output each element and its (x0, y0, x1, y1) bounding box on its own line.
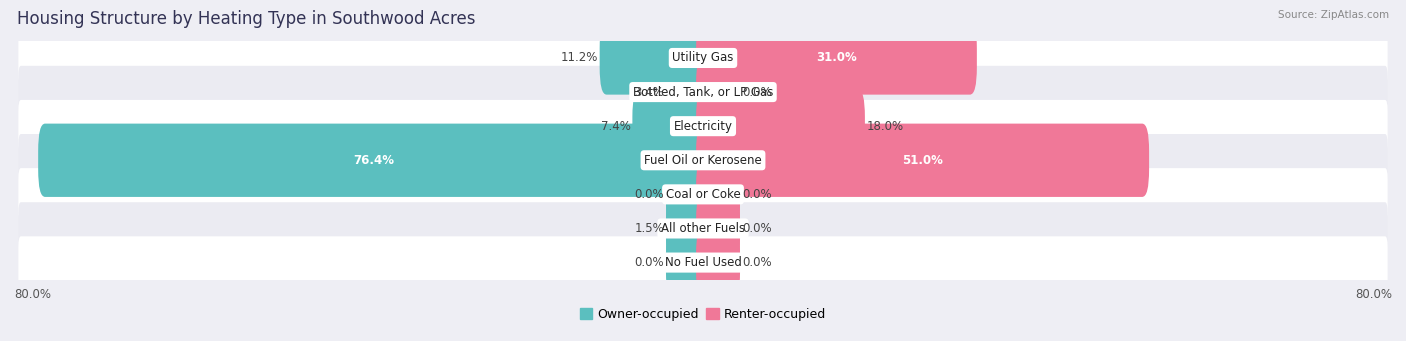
FancyBboxPatch shape (696, 192, 740, 265)
FancyBboxPatch shape (599, 21, 710, 95)
Text: 0.0%: 0.0% (634, 188, 664, 201)
FancyBboxPatch shape (696, 21, 977, 95)
Text: 76.4%: 76.4% (353, 154, 395, 167)
Text: All other Fuels: All other Fuels (661, 222, 745, 235)
Text: Utility Gas: Utility Gas (672, 51, 734, 64)
Text: 0.0%: 0.0% (634, 256, 664, 269)
Text: Bottled, Tank, or LP Gas: Bottled, Tank, or LP Gas (633, 86, 773, 99)
FancyBboxPatch shape (666, 226, 710, 299)
Text: Coal or Coke: Coal or Coke (665, 188, 741, 201)
FancyBboxPatch shape (696, 124, 1149, 197)
FancyBboxPatch shape (18, 134, 1388, 187)
FancyBboxPatch shape (18, 32, 1388, 84)
FancyBboxPatch shape (696, 158, 740, 231)
FancyBboxPatch shape (38, 124, 710, 197)
FancyBboxPatch shape (18, 168, 1388, 221)
FancyBboxPatch shape (696, 90, 865, 163)
FancyBboxPatch shape (18, 100, 1388, 152)
Text: 3.4%: 3.4% (634, 86, 664, 99)
Text: No Fuel Used: No Fuel Used (665, 256, 741, 269)
Text: 51.0%: 51.0% (903, 154, 943, 167)
FancyBboxPatch shape (666, 192, 710, 265)
Text: 18.0%: 18.0% (866, 120, 904, 133)
Text: 0.0%: 0.0% (742, 222, 772, 235)
FancyBboxPatch shape (18, 236, 1388, 289)
Text: 1.5%: 1.5% (634, 222, 664, 235)
Text: 0.0%: 0.0% (742, 188, 772, 201)
FancyBboxPatch shape (666, 158, 710, 231)
Text: Fuel Oil or Kerosene: Fuel Oil or Kerosene (644, 154, 762, 167)
FancyBboxPatch shape (696, 226, 740, 299)
FancyBboxPatch shape (18, 66, 1388, 118)
Text: 11.2%: 11.2% (561, 51, 598, 64)
FancyBboxPatch shape (633, 90, 710, 163)
Text: Source: ZipAtlas.com: Source: ZipAtlas.com (1278, 10, 1389, 20)
FancyBboxPatch shape (696, 56, 740, 129)
Text: Housing Structure by Heating Type in Southwood Acres: Housing Structure by Heating Type in Sou… (17, 10, 475, 28)
Text: Electricity: Electricity (673, 120, 733, 133)
Text: 80.0%: 80.0% (14, 288, 51, 301)
FancyBboxPatch shape (666, 56, 710, 129)
FancyBboxPatch shape (18, 202, 1388, 255)
Text: 7.4%: 7.4% (600, 120, 631, 133)
Text: 31.0%: 31.0% (815, 51, 856, 64)
Text: 0.0%: 0.0% (742, 86, 772, 99)
Legend: Owner-occupied, Renter-occupied: Owner-occupied, Renter-occupied (575, 303, 831, 326)
Text: 0.0%: 0.0% (742, 256, 772, 269)
Text: 80.0%: 80.0% (1355, 288, 1392, 301)
